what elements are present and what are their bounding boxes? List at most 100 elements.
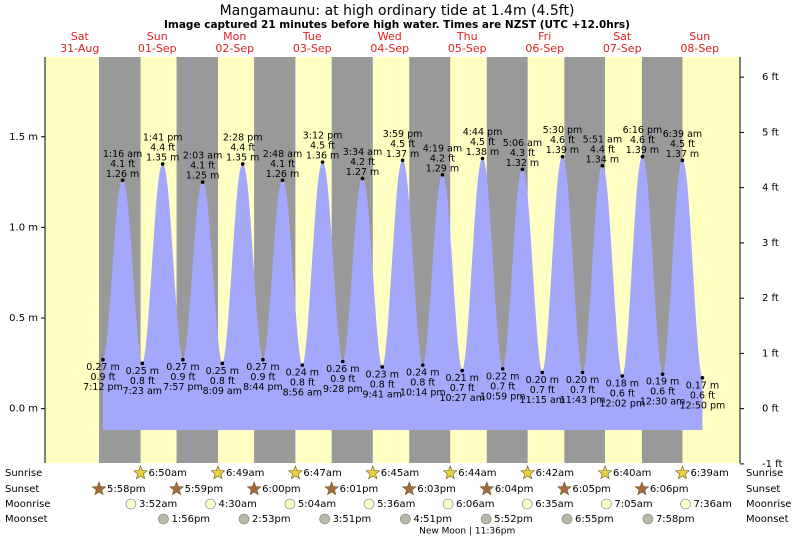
tide-label: 0.20 m <box>566 375 599 386</box>
tide-point <box>620 374 625 378</box>
moon-icon <box>442 498 454 510</box>
tide-point <box>320 160 325 164</box>
tide-label: 0.6 ft <box>650 387 675 398</box>
moon-icon <box>680 498 691 510</box>
tide-point <box>120 178 125 183</box>
date-label: 02-Sep <box>215 42 254 55</box>
row-label: Moonset <box>5 514 48 525</box>
tide-point <box>560 154 565 159</box>
tide-label: 0.9 ft <box>170 372 195 383</box>
tide-label: 5:06 am <box>503 138 542 149</box>
tide-point <box>380 365 385 369</box>
sun-icon <box>210 465 226 480</box>
y2-tick-label: 2 ft <box>762 293 779 304</box>
moonrise-time: 7:36am <box>694 499 732 510</box>
sun-icon <box>91 481 107 496</box>
sunset-time: 6:00pm <box>262 484 301 495</box>
sunset-time: 6:05pm <box>572 484 611 495</box>
weekday-label: Tue <box>302 30 322 43</box>
date-label: 03-Sep <box>293 42 332 55</box>
tide-point <box>460 368 465 373</box>
moonset-time: 5:52pm <box>494 514 533 525</box>
tide-label: 0.8 ft <box>210 376 235 387</box>
tide-label: 12:50 pm <box>680 400 726 411</box>
sun-icon <box>597 465 613 480</box>
row-label: Sunrise <box>746 468 783 479</box>
sunrise-time: 6:49am <box>226 468 264 479</box>
tide-label: 1.38 m <box>466 147 499 158</box>
moonrise-time: 3:52am <box>139 499 177 510</box>
tide-label: 4.5 ft <box>310 141 335 152</box>
tide-label: 11:15 am <box>520 395 565 406</box>
y-tick-label: 0.0 m <box>9 404 38 415</box>
moonrise-time: 5:04am <box>298 499 336 510</box>
sun-icon <box>169 481 185 496</box>
tide-label: 1:16 am <box>103 149 142 160</box>
tide-point <box>700 376 705 380</box>
date-label: 01-Sep <box>138 42 177 55</box>
row-label: Sunrise <box>5 468 42 479</box>
moonrise-time: 6:35am <box>535 499 573 510</box>
y2-tick-label: 6 ft <box>762 72 779 83</box>
moon-icon <box>319 513 330 525</box>
tide-label: 3:12 pm <box>303 131 343 142</box>
tide-label: 3:59 pm <box>383 129 423 140</box>
tide-label: 7:23 am <box>123 386 162 397</box>
sunset-time: 6:06pm <box>650 484 689 495</box>
weekday-label: Wed <box>378 30 402 43</box>
sun-icon <box>442 465 458 480</box>
tide-label: 0.7 ft <box>570 385 595 396</box>
tide-point <box>400 158 405 163</box>
tide-label: 4.6 ft <box>550 135 575 146</box>
tide-label: 0.17 m <box>686 380 719 391</box>
tide-label: 1.26 m <box>266 169 299 180</box>
moon-icon <box>601 498 612 510</box>
tide-label: 4.1 ft <box>110 159 135 170</box>
moon-icon <box>205 498 216 510</box>
weekday-label: Sun <box>147 30 168 43</box>
moonset-time: 2:53pm <box>252 514 291 525</box>
tide-label: 1.39 m <box>546 145 579 156</box>
tide-point <box>280 178 285 183</box>
weekday-label: Fri <box>538 30 551 43</box>
moon-icon <box>480 513 492 525</box>
tide-label: 5:51 am <box>583 134 622 145</box>
sunset-time: 6:04pm <box>495 484 534 495</box>
moon-icon <box>521 498 533 510</box>
tide-label: 2:28 pm <box>223 132 263 143</box>
y2-tick-label: 4 ft <box>762 183 779 194</box>
tide-label: 5:30 pm <box>543 125 583 136</box>
moonrise-time: 7:05am <box>614 499 652 510</box>
tide-label: 0.18 m <box>606 379 639 390</box>
tide-label: 0.19 m <box>646 377 679 388</box>
tide-point <box>420 363 425 367</box>
row-label: Moonset <box>746 514 789 525</box>
chart-title: Mangamaunu: at high ordinary tide at 1.4… <box>220 3 575 19</box>
moonset-time: 4:51pm <box>413 514 452 525</box>
tide-label: 8:09 am <box>203 386 242 397</box>
y2-tick-label: 5 ft <box>762 127 779 138</box>
tide-label: 10:59 pm <box>480 391 526 402</box>
tide-label: 0.27 m <box>86 362 119 373</box>
row-label: Moonrise <box>5 499 50 510</box>
sun-icon <box>520 465 536 480</box>
sunset-time: 6:01pm <box>340 484 379 495</box>
tide-label: 0.8 ft <box>130 376 155 387</box>
tide-label: 4.5 ft <box>670 139 695 150</box>
tide-label: 4.4 ft <box>150 142 175 153</box>
y2-tick-label: -1 ft <box>762 459 782 470</box>
tide-label: 9:28 pm <box>323 384 363 395</box>
row-label: Sunset <box>5 484 39 495</box>
sunset-time: 5:58pm <box>107 484 146 495</box>
sun-icon <box>246 481 262 496</box>
moon-icon <box>561 513 573 525</box>
weekday-label: Mon <box>223 30 246 43</box>
moonrise-time: 4:30am <box>219 499 257 510</box>
tide-label: 1.37 m <box>666 149 699 160</box>
weekday-label: Thu <box>456 30 478 43</box>
weekday-label: Sat <box>613 30 632 43</box>
tide-label: 4.5 ft <box>390 139 415 150</box>
tide-label: 1.39 m <box>626 145 659 156</box>
tide-label: 1.35 m <box>146 152 179 163</box>
tide-label: 0.24 m <box>286 368 319 379</box>
